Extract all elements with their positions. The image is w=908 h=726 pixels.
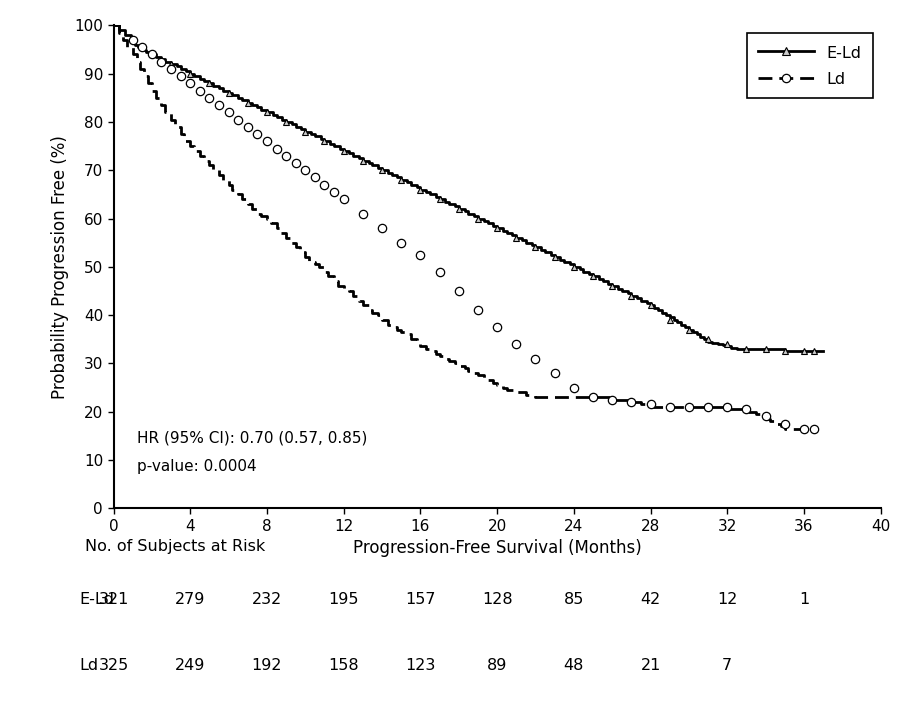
Text: 85: 85 [564, 592, 584, 608]
Text: 158: 158 [329, 658, 359, 672]
Text: 195: 195 [329, 592, 359, 608]
Text: p-value: 0.0004: p-value: 0.0004 [136, 460, 256, 474]
Text: 1: 1 [799, 592, 809, 608]
Text: 7: 7 [722, 658, 733, 672]
Legend: E-Ld, Ld: E-Ld, Ld [746, 33, 873, 99]
Text: 42: 42 [640, 592, 661, 608]
Text: No. of Subjects at Risk: No. of Subjects at Risk [84, 539, 265, 554]
Text: 89: 89 [487, 658, 508, 672]
Text: 157: 157 [405, 592, 436, 608]
Text: 12: 12 [717, 592, 737, 608]
Text: HR (95% CI): 0.70 (0.57, 0.85): HR (95% CI): 0.70 (0.57, 0.85) [136, 431, 367, 446]
Text: 123: 123 [405, 658, 436, 672]
Text: E-Ld: E-Ld [79, 592, 114, 608]
Text: 232: 232 [252, 592, 282, 608]
Text: 21: 21 [640, 658, 661, 672]
X-axis label: Progression-Free Survival (Months): Progression-Free Survival (Months) [352, 539, 642, 557]
Text: 279: 279 [175, 592, 205, 608]
Text: 48: 48 [564, 658, 584, 672]
Text: 249: 249 [175, 658, 205, 672]
Text: 321: 321 [98, 592, 129, 608]
Text: Ld: Ld [79, 658, 98, 672]
Text: 192: 192 [252, 658, 282, 672]
Text: 128: 128 [482, 592, 512, 608]
Y-axis label: Probability Progression Free (%): Probability Progression Free (%) [51, 135, 69, 399]
Text: 325: 325 [98, 658, 129, 672]
